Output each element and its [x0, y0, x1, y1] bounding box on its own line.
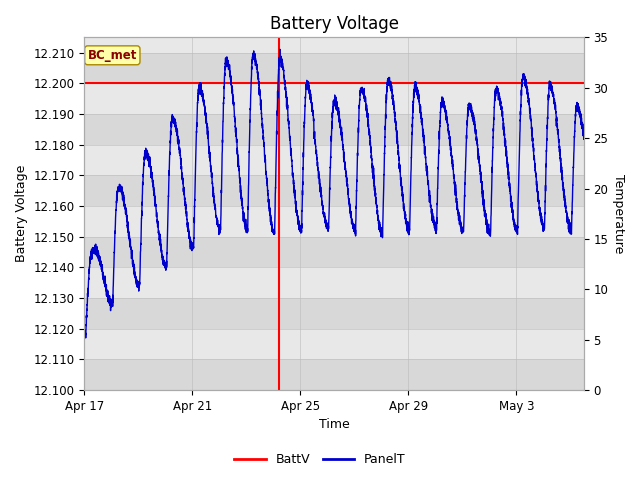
Bar — [84, 114, 584, 144]
Y-axis label: Battery Voltage: Battery Voltage — [15, 165, 28, 263]
Bar — [84, 360, 584, 390]
Bar — [84, 267, 584, 298]
Bar — [84, 53, 584, 84]
Bar — [84, 175, 584, 206]
X-axis label: Time: Time — [319, 419, 349, 432]
Bar — [84, 237, 584, 267]
Bar — [84, 298, 584, 329]
Y-axis label: Temperature: Temperature — [612, 174, 625, 253]
Bar — [84, 206, 584, 237]
Text: BC_met: BC_met — [88, 49, 137, 62]
Title: Battery Voltage: Battery Voltage — [269, 15, 399, 33]
Bar — [84, 329, 584, 360]
Bar — [84, 144, 584, 175]
Bar — [84, 84, 584, 114]
Legend: BattV, PanelT: BattV, PanelT — [229, 448, 411, 471]
